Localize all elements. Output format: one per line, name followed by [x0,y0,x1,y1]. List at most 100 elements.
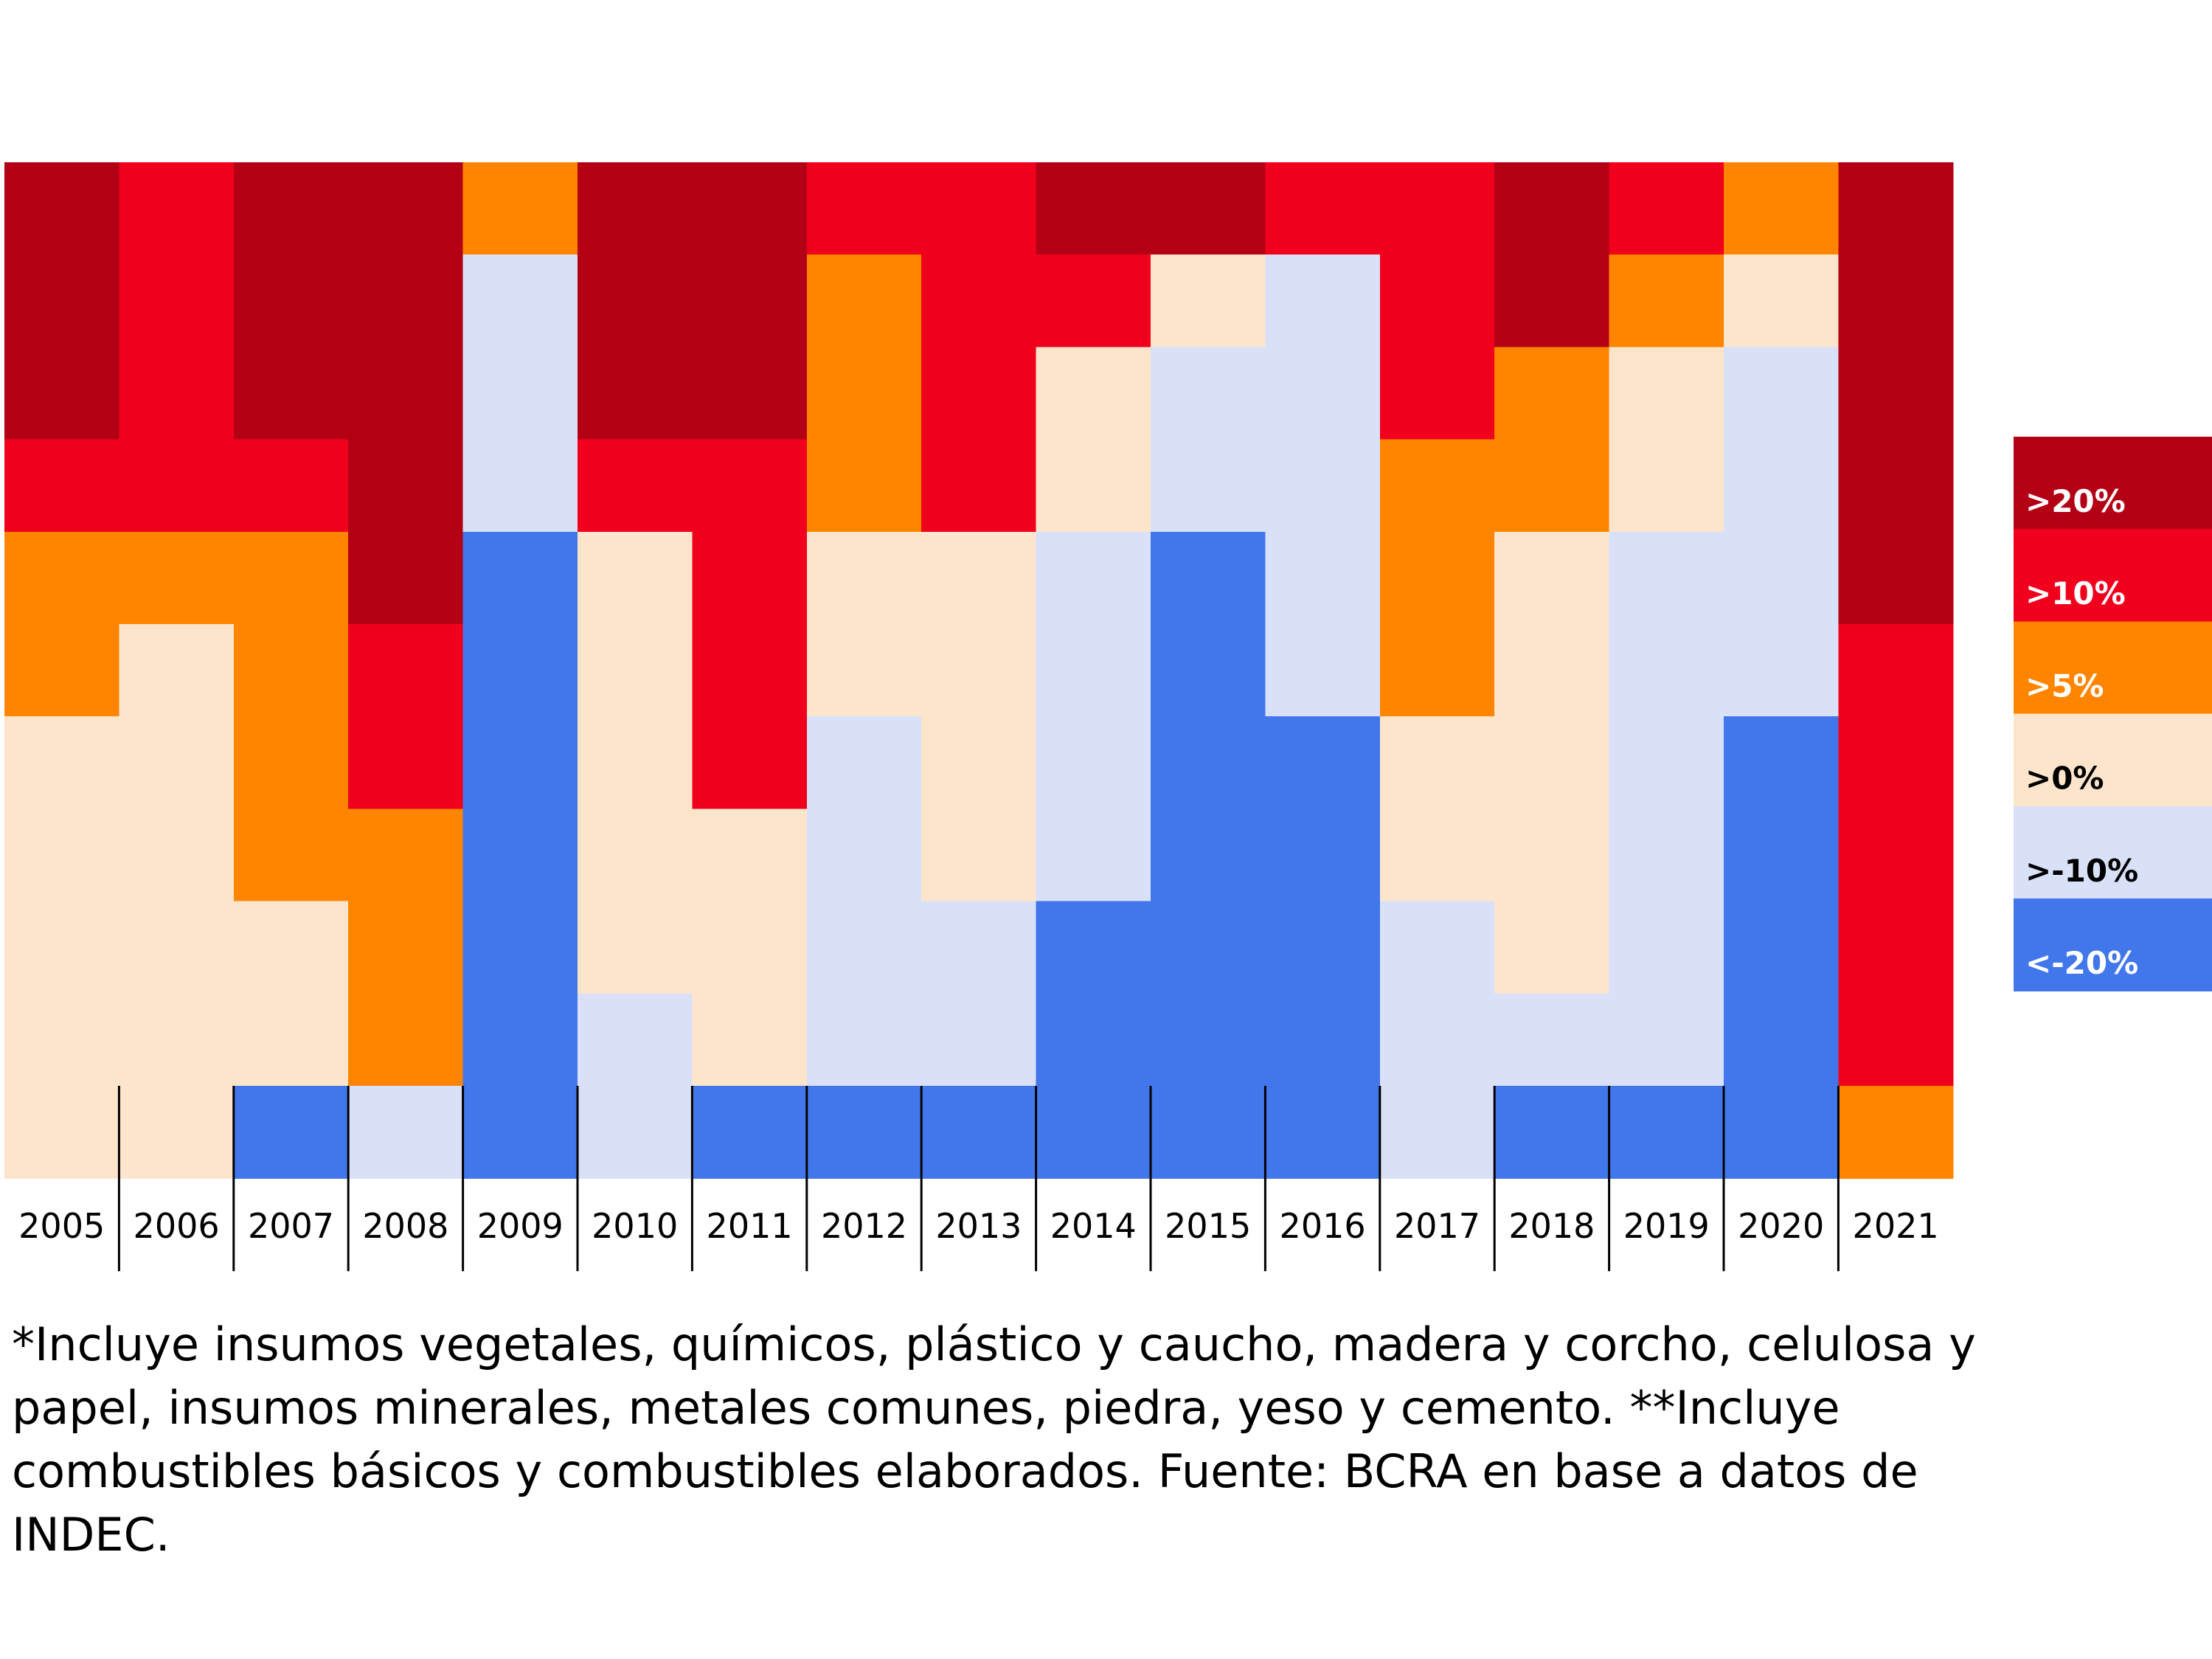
heatmap-cell-2019-row9 [1609,901,1724,994]
x-tick-label-2005: 2005 [18,1206,105,1246]
heatmap-cell-2019-row4 [1609,439,1724,533]
heatmap-cell-2015-row9 [1151,901,1266,994]
heatmap-cell-2017-row6 [1379,624,1495,717]
heatmap-cell-2008-row2 [348,254,464,347]
x-tick-label-2014: 2014 [1050,1206,1137,1246]
legend-swatch-3 [2014,621,2212,715]
heatmap-cell-2008-row11 [348,1086,464,1179]
heatmap-cell-2020-row5 [1724,531,1839,625]
heatmap-cell-2009-row7 [462,716,578,809]
heatmap-cell-2008-row6 [348,624,464,717]
heatmap-cell-2005-row3 [4,347,119,440]
heatmap-cell-2006-row1 [119,162,235,255]
heatmap-cell-2020-row11 [1724,1086,1839,1179]
heatmap-cell-2012-row5 [806,531,922,625]
heatmap-cell-2014-row7 [1036,716,1151,809]
heatmap-cell-2019-row7 [1609,716,1724,809]
heatmap-cell-2015-row2 [1151,254,1266,347]
heatmap-cell-2009-row11 [462,1086,578,1179]
heatmap-cell-2014-row9 [1036,901,1151,994]
heatmap-cell-2018-row2 [1494,254,1610,347]
heatmap-cell-2016-row1 [1265,162,1381,255]
legend-label-1: >20% [2025,483,2126,519]
heatmap-cell-2018-row3 [1494,347,1610,440]
heatmap-cell-2005-row11 [4,1086,119,1179]
heatmap-cell-2010-row4 [578,439,693,533]
x-tick-label-2015: 2015 [1165,1206,1251,1246]
heatmap-cell-2005-row5 [4,531,119,625]
heatmap-cell-2012-row3 [806,347,922,440]
heatmap-cell-2014-row1 [1036,162,1151,255]
heatmap-cell-2013-row2 [921,254,1037,347]
heatmap-cell-2011-row1 [692,162,808,255]
x-axis-labels: 2005 2006 2007 2008 2009 2010 2011 2012 2013 2014… [18,1206,1938,1246]
heatmap-chart: 2005 2006 2007 2008 2009 2010 2011 2012 2013 2014… [4,162,2212,1272]
heatmap-cell-2020-row8 [1724,808,1839,902]
heatmap-cell-2005-row8 [4,808,119,902]
heatmap-cell-2008-row8 [348,808,464,902]
heatmap-cell-2014-row6 [1036,624,1151,717]
heatmap-cell-2010-row9 [578,901,693,994]
heatmap-cell-2020-row4 [1724,439,1839,533]
heatmap-cell-2006-row10 [119,993,235,1087]
x-tick-label-2017: 2017 [1394,1206,1480,1246]
heatmap-cell-2019-row1 [1609,162,1724,255]
heatmap-cell-2014-row2 [1036,254,1151,347]
heatmap-cell-2020-row1 [1724,162,1839,255]
x-tick-label-2009: 2009 [477,1206,564,1246]
heatmap-cell-2008-row7 [348,716,464,809]
heatmap-cell-2017-row4 [1379,439,1495,533]
heatmap-cell-2011-row3 [692,347,808,440]
heatmap-cell-2017-row10 [1379,993,1495,1087]
heatmap-cell-2020-row9 [1724,901,1839,994]
heatmap-cell-2009-row1 [462,162,578,255]
heatmap-cell-2015-row3 [1151,347,1266,440]
heatmap-cell-2007-row4 [233,439,349,533]
x-tick-label-2007: 2007 [248,1206,334,1246]
heatmap-cell-2014-row11 [1036,1086,1151,1179]
heatmap-cell-2012-row11 [806,1086,922,1179]
legend-swatch-2 [2014,529,2212,622]
heatmap-cell-2010-row1 [578,162,693,255]
heatmap-cell-2005-row2 [4,254,119,347]
heatmap-cell-2015-row8 [1151,808,1266,902]
heatmap-cell-2015-row11 [1151,1086,1266,1179]
heatmap-cell-2021-row8 [1838,808,1954,902]
heatmap-cell-2021-row3 [1838,347,1954,440]
heatmap-cell-2007-row3 [233,347,349,440]
heatmap-cell-2005-row6 [4,624,119,717]
heatmap-cell-2021-row4 [1838,439,1954,533]
heatmap-cell-2009-row3 [462,347,578,440]
heatmap-cell-2009-row8 [462,808,578,902]
heatmap-cell-2015-row1 [1151,162,1266,255]
x-tick-label-2016: 2016 [1280,1206,1366,1246]
legend-swatch-1 [2014,437,2212,530]
heatmap-cell-2016-row2 [1265,254,1381,347]
heatmap-cell-2007-row1 [233,162,349,255]
heatmap-cell-2007-row8 [233,808,349,902]
heatmap-cell-2013-row5 [921,531,1037,625]
heatmap-cell-2008-row3 [348,347,464,440]
heatmap-cell-2021-row11 [1838,1086,1954,1179]
heatmap-cell-2011-row5 [692,531,808,625]
heatmap-cell-2018-row8 [1494,808,1610,902]
heatmap-cell-2017-row7 [1379,716,1495,809]
heatmap-cell-2020-row7 [1724,716,1839,809]
heatmap-cell-2010-row11 [578,1086,693,1179]
heatmap-cell-2005-row4 [4,439,119,533]
heatmap-cell-2008-row10 [348,993,464,1087]
heatmap-cell-2010-row7 [578,716,693,809]
heatmap-cell-2007-row7 [233,716,349,809]
x-tick-label-2012: 2012 [821,1206,907,1246]
heatmap-cell-2007-row9 [233,901,349,994]
heatmap-cell-2016-row3 [1265,347,1381,440]
x-tick-label-2020: 2020 [1738,1206,1824,1246]
heatmap-cell-2016-row7 [1265,716,1381,809]
heatmap-cell-2015-row5 [1151,531,1266,625]
heatmap-cell-2021-row5 [1838,531,1954,625]
legend-label-6: <-20% [2025,945,2138,981]
heatmap-cell-2018-row1 [1494,162,1610,255]
heatmap-cell-2006-row7 [119,716,235,809]
heatmap-cell-2019-row10 [1609,993,1724,1087]
heatmap-cell-2010-row2 [578,254,693,347]
